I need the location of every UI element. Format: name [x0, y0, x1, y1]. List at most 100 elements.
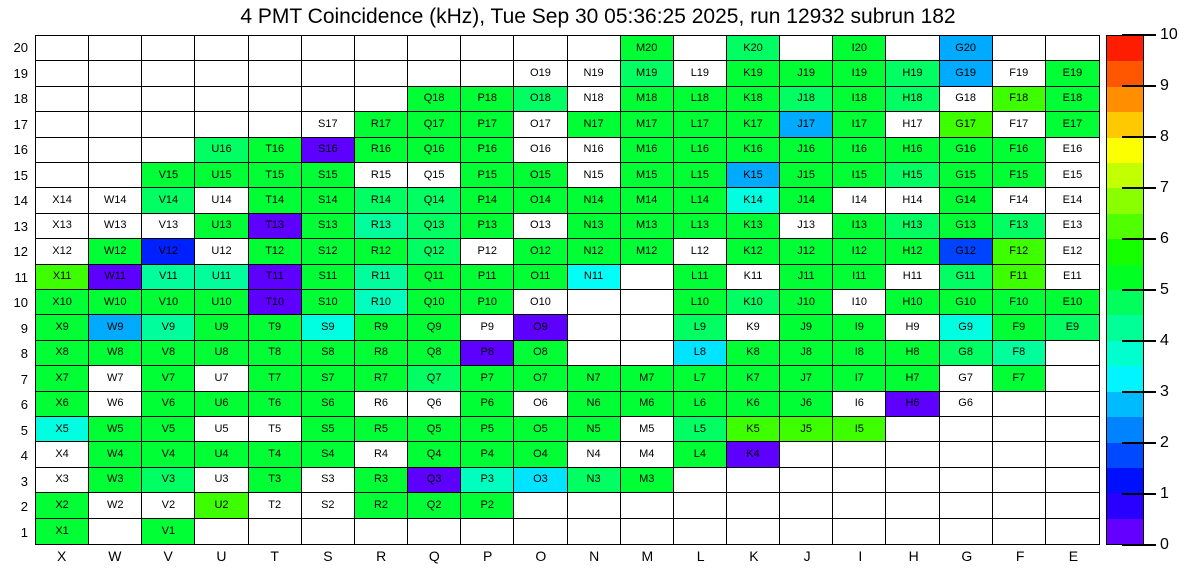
grid-cell-R3: R3 [354, 467, 409, 494]
y-axis-label-15: 15 [13, 167, 28, 183]
grid-cell-K19: K19 [726, 61, 781, 87]
grid-cell-empty [939, 518, 993, 544]
grid-cell-R15: R15 [354, 162, 409, 189]
grid-cell-X1: X1 [36, 518, 90, 544]
grid-cell-empty [833, 467, 887, 494]
grid-cell-empty [992, 391, 1046, 417]
grid-cell-S7: S7 [301, 366, 355, 392]
x-axis-label-U: U [216, 548, 227, 564]
grid-cell-J14: J14 [780, 188, 834, 214]
grid-cell-P11: P11 [461, 264, 515, 290]
grid-cell-Q13: Q13 [408, 213, 462, 240]
grid-cell-W11: W11 [89, 264, 143, 290]
grid-cell-empty [248, 61, 302, 87]
grid-cell-F14: F14 [992, 188, 1046, 214]
y-axis-label-16: 16 [13, 142, 28, 157]
grid-cell-empty [673, 518, 727, 544]
grid-cell-F17: F17 [992, 112, 1046, 138]
colorbar-tick-label-5: 5 [1160, 281, 1169, 298]
grid-cell-W2: W2 [89, 493, 143, 519]
grid-cell-Q5: Q5 [408, 416, 462, 443]
grid-cell-L8: L8 [673, 340, 727, 367]
grid-cell-empty [301, 518, 355, 544]
grid-cell-empty [1045, 416, 1099, 443]
grid-cell-empty [354, 518, 409, 544]
grid-cell-I9: I9 [833, 315, 887, 341]
grid-cell-W14: W14 [89, 188, 143, 214]
grid-cell-L18: L18 [673, 86, 727, 113]
grid-cell-H16: H16 [886, 137, 940, 163]
x-axis-label-W: W [108, 548, 122, 564]
colorbar [1106, 35, 1144, 545]
grid-cell-X6: X6 [36, 391, 90, 417]
colorbar-band [1107, 112, 1143, 138]
y-axis-label-2: 2 [20, 499, 28, 514]
grid-cell-K15: K15 [726, 162, 781, 189]
grid-cell-empty [1045, 36, 1099, 62]
x-axis-label-K: K [749, 548, 759, 564]
grid-cell-I8: I8 [833, 340, 887, 367]
grid-cell-V10: V10 [142, 289, 196, 316]
grid-cell-T10: T10 [248, 289, 302, 316]
grid-cell-H10: H10 [886, 289, 940, 316]
grid-cell-O6: O6 [514, 391, 568, 417]
grid-cell-O4: O4 [514, 442, 568, 468]
grid-cell-R17: R17 [354, 112, 409, 138]
grid-cell-T6: T6 [248, 391, 302, 417]
grid-cell-F16: F16 [992, 137, 1046, 163]
grid-cell-empty [408, 518, 462, 544]
colorbar-band [1107, 61, 1143, 87]
grid-cell-empty [567, 340, 621, 367]
grid-cell-W9: W9 [89, 315, 143, 341]
grid-cell-J15: J15 [780, 162, 834, 189]
grid-cell-N19: N19 [567, 61, 621, 87]
grid-cell-Q7: Q7 [408, 366, 462, 392]
grid-cell-Q11: Q11 [408, 264, 462, 290]
grid-cell-empty [89, 112, 143, 138]
grid-cell-L12: L12 [673, 239, 727, 265]
grid-cell-I12: I12 [833, 239, 887, 265]
heatmap-grid: M20 K20 I20 G20 O19 N19 M19 L19 K19 J19 I19 H19 G19 F… [35, 35, 1100, 545]
grid-cell-I14: I14 [833, 188, 887, 214]
grid-cell-S8: S8 [301, 340, 355, 367]
grid-cell-M13: M13 [620, 213, 674, 240]
grid-cell-empty [567, 493, 621, 519]
grid-cell-empty [833, 518, 887, 544]
grid-cell-empty [620, 264, 674, 290]
grid-cell-T9: T9 [248, 315, 302, 341]
grid-cell-I7: I7 [833, 366, 887, 392]
grid-cell-empty [780, 36, 834, 62]
grid-cell-empty [408, 36, 462, 62]
grid-cell-O13: O13 [514, 213, 568, 240]
colorbar-band [1107, 340, 1143, 367]
grid-cell-U6: U6 [195, 391, 249, 417]
grid-cell-X5: X5 [36, 416, 90, 443]
grid-cell-M7: M7 [620, 366, 674, 392]
grid-cell-R2: R2 [354, 493, 409, 519]
grid-cell-empty [142, 36, 196, 62]
grid-cell-P13: P13 [461, 213, 515, 240]
grid-cell-J9: J9 [780, 315, 834, 341]
grid-cell-M5: M5 [620, 416, 674, 443]
grid-cell-R10: R10 [354, 289, 409, 316]
grid-cell-E10: E10 [1045, 289, 1099, 316]
grid-cell-P16: P16 [461, 137, 515, 163]
grid-cell-empty [726, 518, 781, 544]
x-axis-label-E: E [1068, 548, 1079, 564]
grid-cell-T4: T4 [248, 442, 302, 468]
grid-cell-K16: K16 [726, 137, 781, 163]
grid-cell-U3: U3 [195, 467, 249, 494]
grid-cell-E14: E14 [1045, 188, 1099, 214]
grid-cell-G12: G12 [939, 239, 993, 265]
grid-cell-empty [36, 61, 90, 87]
colorbar-band [1107, 493, 1143, 519]
x-axis-label-L: L [696, 548, 705, 564]
grid-cell-M17: M17 [620, 112, 674, 138]
grid-cell-J12: J12 [780, 239, 834, 265]
grid-cell-T7: T7 [248, 366, 302, 392]
grid-cell-N3: N3 [567, 467, 621, 494]
grid-cell-empty [992, 442, 1046, 468]
grid-cell-U2: U2 [195, 493, 249, 519]
grid-cell-empty [620, 493, 674, 519]
x-axis-label-H: H [908, 548, 919, 564]
